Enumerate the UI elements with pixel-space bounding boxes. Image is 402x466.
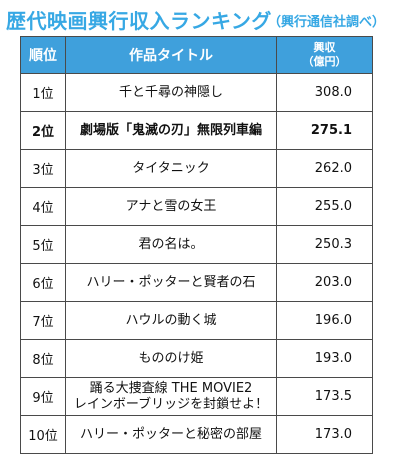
- rank-cell: 1位: [20, 73, 66, 112]
- title-line2: レインボーブリッジを封鎖せよ！: [73, 396, 269, 412]
- revenue-header-line1: 興収: [313, 41, 336, 54]
- table-row: 6位 ハリー・ポッターと賢者の石 203.0: [20, 263, 373, 302]
- title-cell: タイタニック: [65, 149, 277, 188]
- table-row: 7位 ハウルの動く城 196.0: [20, 301, 373, 340]
- page-header: 歴代映画興行収入ランキング （興行通信社調べ）: [0, 0, 402, 34]
- revenue-cell: 262.0: [276, 149, 373, 188]
- source-note: （興行通信社調べ）: [268, 15, 386, 30]
- title-cell: ハリー・ポッターと秘密の部屋: [65, 415, 277, 454]
- revenue-cell: 203.0: [276, 263, 373, 302]
- revenue-cell: 275.1: [276, 111, 373, 150]
- revenue-cell: 255.0: [276, 187, 373, 226]
- rank-cell: 10位: [20, 415, 66, 454]
- title-cell: ハリー・ポッターと賢者の石: [65, 263, 277, 302]
- revenue-header-line2: （億円）: [302, 55, 347, 68]
- rank-cell: 6位: [20, 263, 66, 302]
- table-row: 9位 踊る大捜査線 THE MOVIE2 レインボーブリッジを封鎖せよ！ 173…: [20, 377, 373, 416]
- table-row: 10位 ハリー・ポッターと秘密の部屋 173.0: [20, 415, 373, 454]
- rank-cell: 2位: [20, 111, 66, 150]
- revenue-cell: 173.5: [276, 377, 373, 416]
- revenue-cell: 196.0: [276, 301, 373, 340]
- rank-cell: 4位: [20, 187, 66, 226]
- title-cell: ハウルの動く城: [65, 301, 277, 340]
- title-cell: アナと雪の女王: [65, 187, 277, 226]
- revenue-cell: 250.3: [276, 225, 373, 264]
- revenue-cell: 173.0: [276, 415, 373, 454]
- table-header-row: 順位 作品タイトル 興収 （億円）: [20, 36, 373, 74]
- table-row: 8位 もののけ姫 193.0: [20, 339, 373, 378]
- column-header-revenue: 興収 （億円）: [276, 36, 373, 74]
- column-header-rank: 順位: [20, 36, 66, 74]
- rank-cell: 5位: [20, 225, 66, 264]
- table-row-highlighted: 2位 劇場版「鬼滅の刃」無限列車編 275.1: [20, 111, 373, 150]
- ranking-table: 順位 作品タイトル 興収 （億円） 1位 千と千尋の神隠し 308.0 2位 劇…: [20, 36, 373, 454]
- column-header-title: 作品タイトル: [65, 36, 277, 74]
- title-cell: もののけ姫: [65, 339, 277, 378]
- revenue-cell: 308.0: [276, 73, 373, 112]
- title-cell: 千と千尋の神隠し: [65, 73, 277, 112]
- rank-cell: 3位: [20, 149, 66, 188]
- title-cell: 君の名は。: [65, 225, 277, 264]
- table-row: 3位 タイタニック 262.0: [20, 149, 373, 188]
- revenue-cell: 193.0: [276, 339, 373, 378]
- title-cell: 踊る大捜査線 THE MOVIE2 レインボーブリッジを封鎖せよ！: [65, 377, 277, 416]
- rank-cell: 8位: [20, 339, 66, 378]
- rank-cell: 9位: [20, 377, 66, 416]
- table-row: 1位 千と千尋の神隠し 308.0: [20, 73, 373, 112]
- table-row: 4位 アナと雪の女王 255.0: [20, 187, 373, 226]
- page-title: 歴代映画興行収入ランキング: [6, 9, 272, 33]
- table-row: 5位 君の名は。 250.3: [20, 225, 373, 264]
- title-line1: 踊る大捜査線 THE MOVIE2: [89, 380, 253, 396]
- title-cell: 劇場版「鬼滅の刃」無限列車編: [65, 111, 277, 150]
- rank-cell: 7位: [20, 301, 66, 340]
